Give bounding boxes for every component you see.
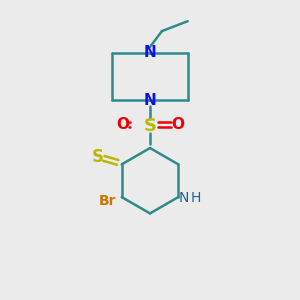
- Text: S: S: [143, 117, 157, 135]
- Text: S: S: [92, 148, 104, 166]
- Text: Br: Br: [99, 194, 117, 208]
- Text: N: N: [179, 191, 189, 205]
- Text: H: H: [191, 191, 201, 205]
- Text: N: N: [144, 93, 156, 108]
- Text: O: O: [116, 117, 129, 132]
- Text: O: O: [171, 117, 184, 132]
- Text: N: N: [144, 45, 156, 60]
